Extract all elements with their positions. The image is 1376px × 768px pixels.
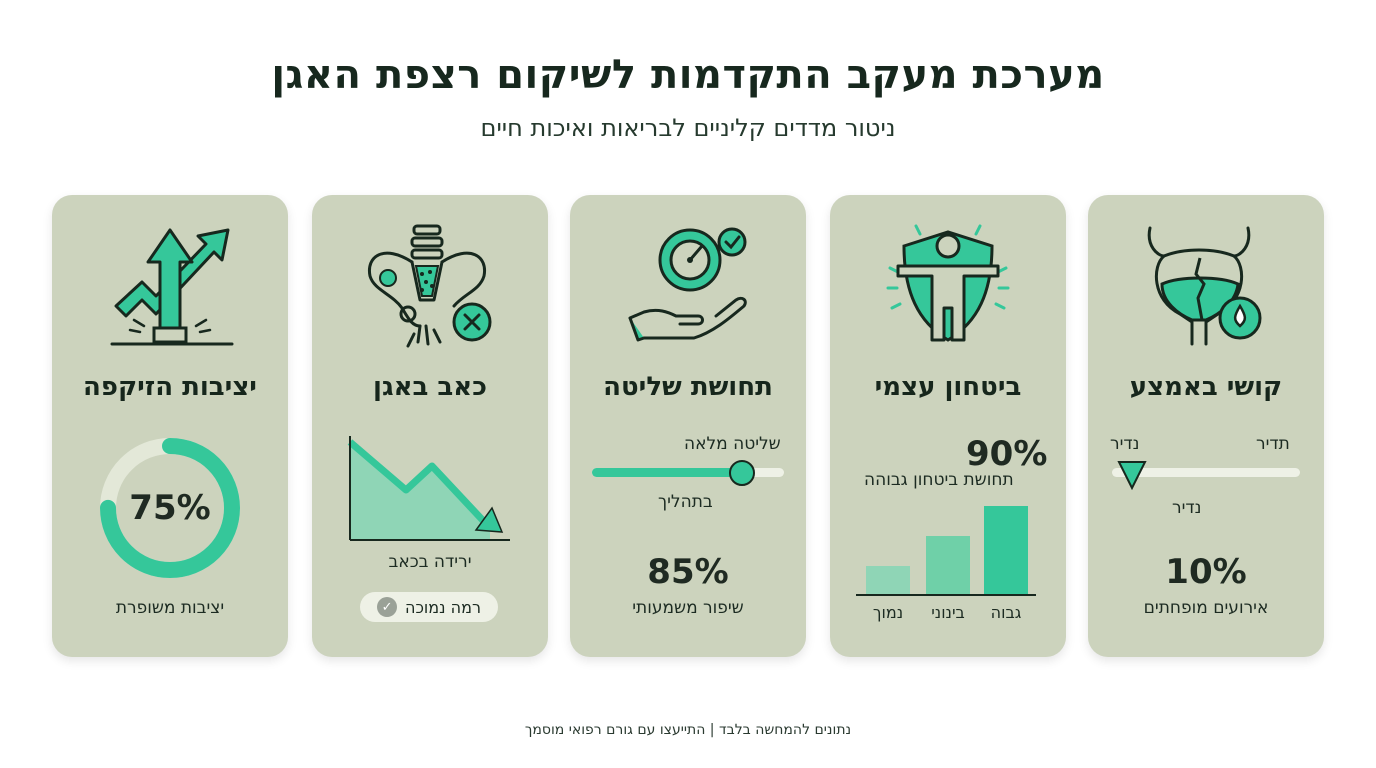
- erection-progress-fill: [100, 438, 240, 578]
- confidence-baseline: [856, 594, 1036, 596]
- hand-gauge-icon: [628, 227, 747, 342]
- erection-caption: יציבות משופרת: [115, 598, 225, 618]
- control-slider-label-top: שליטה מלאה: [684, 434, 781, 454]
- pain-level-badge: רמה נמוכה ✓: [360, 592, 498, 622]
- pelvis-pain-icon: [367, 224, 492, 348]
- card-erection-title: יציבות הזיקפה: [83, 372, 257, 402]
- page-subtitle: ניטור מדדים קליניים לבריאות ואיכות חיים: [480, 114, 896, 142]
- erection-progress-ring: [100, 438, 240, 578]
- urgency-scale-right: תדיר: [1256, 434, 1290, 454]
- card-confidence-title: ביטחון עצמי: [874, 372, 1022, 402]
- confidence-bar-high: [984, 506, 1028, 594]
- growth-arrows-icon: [110, 228, 234, 346]
- urgency-scale-marker: [1117, 461, 1147, 490]
- pain-trend-label: ירידה בכאב: [388, 552, 472, 572]
- urgency-marker-label: נדיר: [1172, 498, 1202, 518]
- control-slider-label-bottom: בתהליך: [658, 492, 713, 512]
- control-slider-fill: [592, 468, 742, 477]
- bladder-drop-icon: [1147, 226, 1262, 346]
- page-title: מערכת מעקב התקדמות לשיקום רצפת האגן: [271, 52, 1105, 98]
- urgency-scale-track: [1112, 468, 1300, 477]
- card-pain-title: כאב באגן: [373, 372, 487, 402]
- card-urgency: [1088, 195, 1324, 657]
- footer-disclaimer: נתונים להמחשה בלבד | התייעצו עם גורם רפו…: [524, 722, 852, 738]
- control-value: 85%: [647, 552, 729, 592]
- confidence-bar-label-low: נמוך: [872, 603, 904, 622]
- pain-trend-chart: [347, 436, 510, 541]
- card-control-title: תחושת שליטה: [603, 372, 773, 402]
- control-caption: שיפור משמעותי: [632, 598, 744, 618]
- person-shield-icon: [886, 224, 1010, 342]
- confidence-bar-low: [866, 566, 910, 594]
- confidence-bar-label-medium: בינוני: [931, 603, 965, 622]
- confidence-bar-label-high: גבוה: [990, 603, 1022, 622]
- pain-badge-label: רמה נמוכה: [405, 597, 481, 617]
- confidence-value: 90%: [966, 434, 1048, 474]
- urgency-caption: אירועים מופחתים: [1143, 598, 1269, 618]
- urgency-scale-left: נדיר: [1110, 434, 1140, 454]
- confidence-bar-medium: [926, 536, 970, 594]
- control-slider-thumb: [729, 460, 755, 486]
- urgency-value: 10%: [1165, 552, 1247, 592]
- check-icon: ✓: [377, 597, 398, 617]
- erection-value: 75%: [129, 488, 211, 528]
- confidence-caption: תחושת ביטחון גבוהה: [864, 470, 1014, 490]
- card-urgency-title: קושי באמצע: [1129, 372, 1283, 402]
